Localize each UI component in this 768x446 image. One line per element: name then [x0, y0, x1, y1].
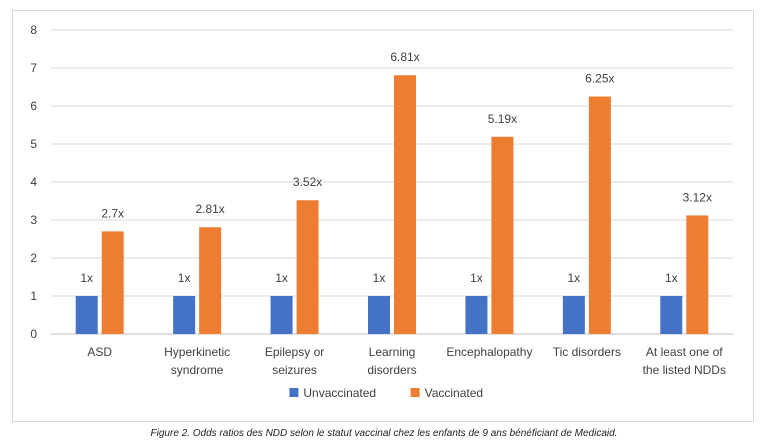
x-category-label: Epilepsy or [265, 345, 324, 359]
data-label: 3.12x [683, 190, 712, 204]
data-label: 1x [665, 271, 678, 285]
y-tick-label: 8 [30, 23, 37, 37]
bar-unvaccinated [368, 296, 390, 334]
figure-caption: Figure 2. Odds ratios des NDD selon le s… [150, 428, 618, 439]
gridlines [51, 29, 733, 335]
bar-vaccinated [394, 75, 416, 334]
x-category-label: At least one of [646, 345, 723, 359]
bar-vaccinated [686, 215, 709, 334]
data-label: 1x [178, 271, 191, 285]
x-category-label: seizures [272, 363, 317, 377]
bar-unvaccinated [75, 296, 98, 334]
legend: Unvaccinated Vaccinated [289, 386, 483, 400]
data-label: 2.7x [101, 206, 124, 220]
data-label: 5.19x [488, 112, 517, 126]
y-tick-label: 3 [30, 213, 37, 227]
chart-frame: 0 1 2 3 4 5 6 7 8 1x 2.7x 1x 2.81x 1x 3.52x 1x 6.81x 1x 5… [12, 10, 754, 422]
y-tick-label: 5 [30, 137, 37, 151]
data-label: 1x [470, 271, 483, 285]
x-category-label: the listed NDDs [643, 363, 726, 377]
data-label: 2.81x [195, 202, 224, 216]
x-category-label: Tic disorders [553, 345, 621, 359]
bar-vaccinated [199, 227, 222, 334]
y-tick-label: 0 [30, 327, 37, 341]
data-label: 3.52x [293, 175, 322, 189]
data-labels: 1x 2.7x 1x 2.81x 1x 3.52x 1x 6.81x 1x 5.19x 1x 6.25… [80, 50, 712, 285]
bar-vaccinated [491, 136, 514, 334]
x-category-label: ASD [87, 345, 112, 359]
legend-swatch [289, 388, 299, 397]
y-tick-label: 6 [30, 99, 37, 113]
bar-unvaccinated [270, 296, 293, 334]
bar-unvaccinated [173, 296, 196, 334]
y-tick-label: 1 [30, 289, 37, 303]
y-tick-label: 7 [30, 61, 37, 75]
bar-unvaccinated [465, 296, 488, 334]
y-tick-label: 2 [30, 251, 37, 265]
bars [75, 75, 709, 334]
bar-vaccinated [296, 200, 319, 334]
bar-unvaccinated [660, 296, 683, 334]
data-label: 1x [373, 271, 386, 285]
x-category-label: Encephalopathy [446, 345, 532, 359]
data-label: 1x [568, 271, 581, 285]
x-category-label: Learning [369, 345, 416, 359]
y-tick-label: 4 [30, 175, 37, 189]
data-label: 6.81x [390, 50, 419, 64]
legend-swatch [410, 388, 420, 397]
legend-label: Unvaccinated [303, 386, 376, 400]
y-axis-tick-labels: 0 1 2 3 4 5 6 7 8 [30, 23, 37, 341]
data-label: 6.25x [585, 72, 614, 86]
x-category-label: disorders [367, 363, 416, 377]
bar-vaccinated [588, 96, 611, 334]
odds-ratio-bar-chart: 0 1 2 3 4 5 6 7 8 1x 2.7x 1x 2.81x 1x 3.52x 1x 6.81x 1x 5… [30, 23, 733, 400]
x-axis-category-labels: ASD Hyperkinetic syndrome Epilepsy or seizur… [87, 345, 726, 377]
data-label: 1x [80, 271, 93, 285]
bar-unvaccinated [562, 296, 585, 334]
legend-label: Vaccinated [425, 386, 483, 400]
x-category-label: Hyperkinetic [164, 345, 230, 359]
x-category-label: syndrome [171, 363, 224, 377]
bar-vaccinated [101, 231, 124, 334]
data-label: 1x [275, 271, 288, 285]
